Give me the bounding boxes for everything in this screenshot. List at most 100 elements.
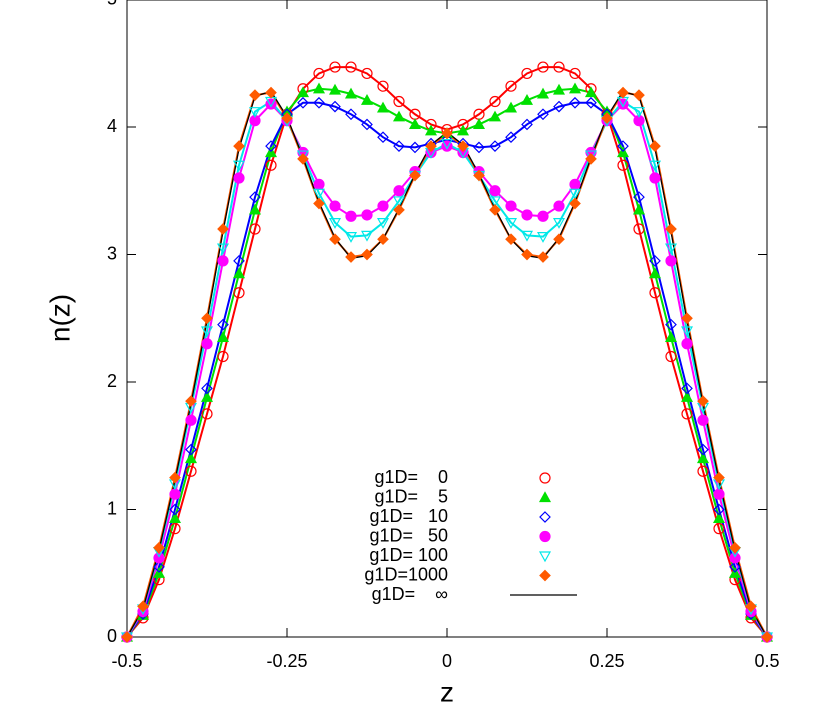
marker: [713, 488, 725, 500]
marker: [521, 118, 533, 131]
marker: [201, 382, 213, 395]
marker: [697, 443, 709, 456]
marker: [520, 93, 534, 105]
marker: [553, 100, 565, 113]
marker: [185, 443, 197, 456]
marker: [680, 326, 694, 338]
legend-label: g1D= 10: [369, 506, 448, 526]
marker: [665, 223, 677, 235]
legend-marker: [538, 491, 552, 503]
marker: [617, 86, 629, 99]
marker: [345, 210, 357, 222]
marker: [505, 200, 517, 212]
marker: [344, 232, 358, 243]
marker: [233, 140, 245, 152]
marker: [168, 512, 182, 524]
legend-label: g1D= 5: [374, 486, 448, 506]
marker: [361, 209, 373, 221]
marker: [216, 243, 230, 255]
marker: [568, 82, 582, 94]
marker: [505, 131, 517, 144]
legend-marker: [538, 551, 552, 563]
marker: [488, 110, 502, 122]
marker: [281, 112, 293, 124]
marker: [601, 112, 613, 124]
marker: [649, 255, 661, 267]
marker: [232, 267, 246, 279]
marker: [264, 146, 278, 158]
marker: [569, 197, 581, 210]
marker: [377, 80, 389, 92]
marker: [489, 140, 501, 152]
marker: [217, 223, 229, 235]
marker: [296, 86, 310, 98]
marker: [537, 61, 549, 73]
marker: [489, 204, 501, 216]
marker: [697, 395, 709, 407]
marker: [185, 395, 197, 407]
marker: [377, 131, 389, 144]
marker: [488, 196, 502, 208]
legend-marker: [539, 511, 551, 523]
marker: [360, 93, 374, 105]
marker: [345, 61, 357, 73]
marker: [521, 67, 533, 80]
marker: [553, 200, 565, 212]
marker: [697, 465, 709, 477]
marker: [201, 408, 213, 420]
marker: [265, 140, 277, 152]
marker: [616, 146, 630, 158]
marker: [409, 169, 421, 182]
marker: [553, 61, 565, 73]
marker: [712, 512, 726, 524]
marker: [312, 188, 326, 200]
marker: [169, 503, 181, 516]
marker: [265, 159, 277, 171]
marker: [249, 89, 261, 101]
marker: [569, 96, 581, 109]
marker: [409, 141, 421, 154]
legend-label: g1D= 0: [374, 467, 448, 487]
marker: [472, 118, 486, 130]
marker: [393, 95, 405, 108]
marker: [761, 631, 773, 643]
marker: [328, 218, 342, 229]
marker: [185, 465, 197, 477]
marker: [392, 196, 406, 208]
legend-marker: [539, 530, 551, 543]
marker: [248, 107, 262, 118]
marker: [728, 567, 742, 578]
marker: [344, 87, 358, 99]
marker: [169, 488, 181, 500]
marker: [313, 178, 325, 190]
marker: [169, 523, 181, 535]
marker: [681, 338, 693, 350]
marker: [137, 600, 149, 613]
marker: [536, 87, 550, 99]
marker: [664, 331, 678, 342]
marker: [729, 541, 741, 554]
marker: [729, 552, 741, 564]
marker: [568, 188, 582, 200]
marker: [633, 89, 645, 101]
marker: [681, 312, 693, 325]
marker: [697, 414, 709, 426]
marker: [425, 140, 437, 152]
legend-label: g1D= 50: [369, 525, 448, 545]
x-tick-label: 0.5: [754, 651, 779, 671]
marker: [505, 233, 517, 246]
marker: [521, 209, 533, 221]
marker: [473, 141, 485, 154]
marker: [617, 159, 629, 171]
marker: [713, 523, 725, 535]
y-tick-label: 4: [107, 116, 117, 136]
marker: [248, 203, 262, 215]
marker: [200, 326, 214, 338]
marker: [424, 124, 438, 136]
y-tick-label: 2: [107, 371, 117, 391]
marker: [216, 331, 230, 342]
x-tick-label: -0.25: [266, 651, 307, 671]
marker: [681, 408, 693, 420]
marker: [473, 169, 485, 182]
marker: [649, 140, 661, 152]
